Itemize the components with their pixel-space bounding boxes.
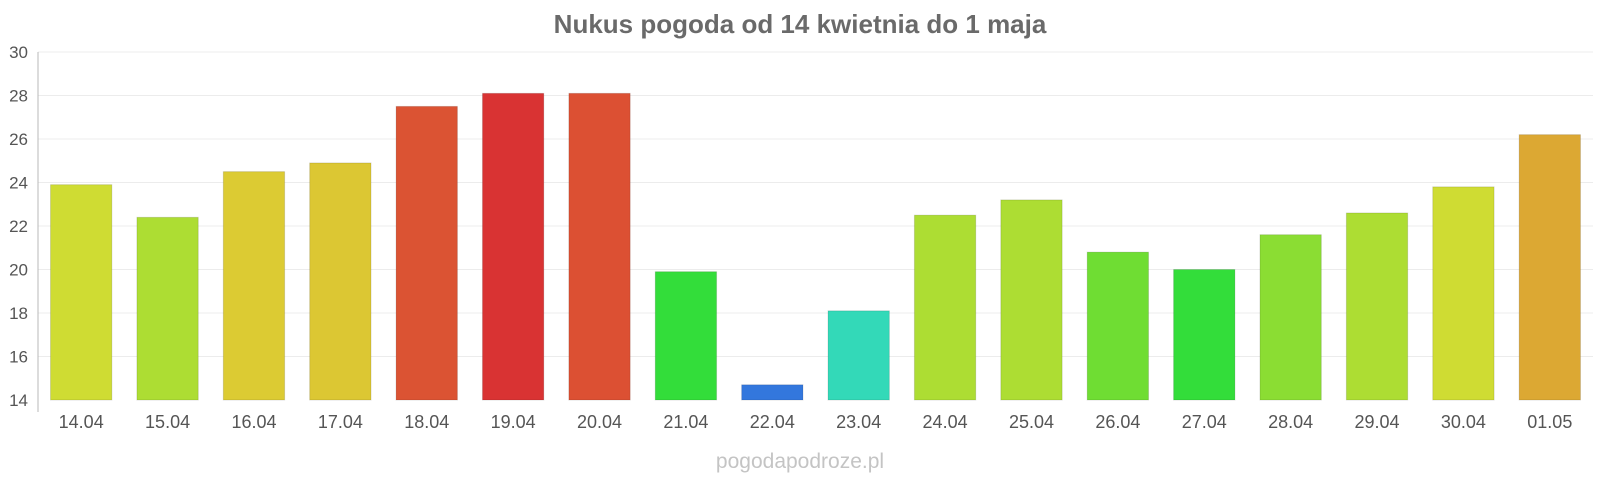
x-tick-label: 29.04 xyxy=(1355,412,1400,432)
y-tick-label: 18 xyxy=(9,304,28,323)
y-tick-label: 20 xyxy=(9,261,28,280)
x-tick-label: 26.04 xyxy=(1095,412,1140,432)
x-tick-label: 01.05 xyxy=(1527,412,1572,432)
watermark: pogodapodroze.pl xyxy=(716,450,884,473)
y-tick-label: 26 xyxy=(9,130,28,149)
x-tick-label: 20.04 xyxy=(577,412,622,432)
y-tick-label: 30 xyxy=(9,43,28,62)
bar-24.04 xyxy=(913,214,977,401)
y-tick-label: 22 xyxy=(9,217,28,236)
bar-22.04 xyxy=(741,384,804,401)
x-tick-label: 24.04 xyxy=(923,412,968,432)
x-tick-label: 25.04 xyxy=(1009,412,1054,432)
bar-20.04 xyxy=(568,92,631,401)
x-tick-label: 27.04 xyxy=(1182,412,1227,432)
bars xyxy=(50,92,1581,401)
x-tick-label: 17.04 xyxy=(318,412,363,432)
y-tick-label: 28 xyxy=(9,87,28,106)
bar-01.05 xyxy=(1518,134,1581,401)
bar-14.04 xyxy=(50,184,113,401)
chart-title: Nukus pogoda od 14 kwietnia do 1 maja xyxy=(554,9,1047,39)
bar-17.04 xyxy=(309,162,372,401)
bar-27.04 xyxy=(1173,269,1236,401)
bar-15.04 xyxy=(136,216,199,401)
x-axis-ticks: 14.04 15.04 16.04 17.04 18.04 19.04 20.04 21.04… xyxy=(59,412,1573,432)
bar-19.04 xyxy=(481,92,545,401)
x-tick-label: 18.04 xyxy=(404,412,449,432)
bar-21.04 xyxy=(654,271,718,401)
bar-23.04 xyxy=(827,310,890,401)
x-tick-label: 14.04 xyxy=(59,412,104,432)
x-tick-label: 15.04 xyxy=(145,412,190,432)
x-tick-label: 22.04 xyxy=(750,412,795,432)
x-tick-label: 30.04 xyxy=(1441,412,1486,432)
y-axis-ticks: 14 16 18 20 22 24 26 28 30 xyxy=(9,43,28,410)
bar-30.04 xyxy=(1432,186,1495,401)
bar-29.04 xyxy=(1345,212,1409,401)
y-tick-label: 16 xyxy=(9,348,28,367)
bar-25.04 xyxy=(1000,199,1063,401)
bar-26.04 xyxy=(1086,251,1150,401)
y-tick-label: 24 xyxy=(9,174,28,193)
y-tick-label: 14 xyxy=(9,391,28,410)
bar-16.04 xyxy=(222,171,286,401)
gridlines xyxy=(38,51,1593,357)
x-tick-label: 16.04 xyxy=(231,412,276,432)
x-tick-label: 23.04 xyxy=(836,412,881,432)
x-tick-label: 19.04 xyxy=(491,412,536,432)
x-tick-label: 28.04 xyxy=(1268,412,1313,432)
x-tick-label: 21.04 xyxy=(663,412,708,432)
bar-28.04 xyxy=(1259,234,1322,401)
bar-18.04 xyxy=(395,105,458,401)
